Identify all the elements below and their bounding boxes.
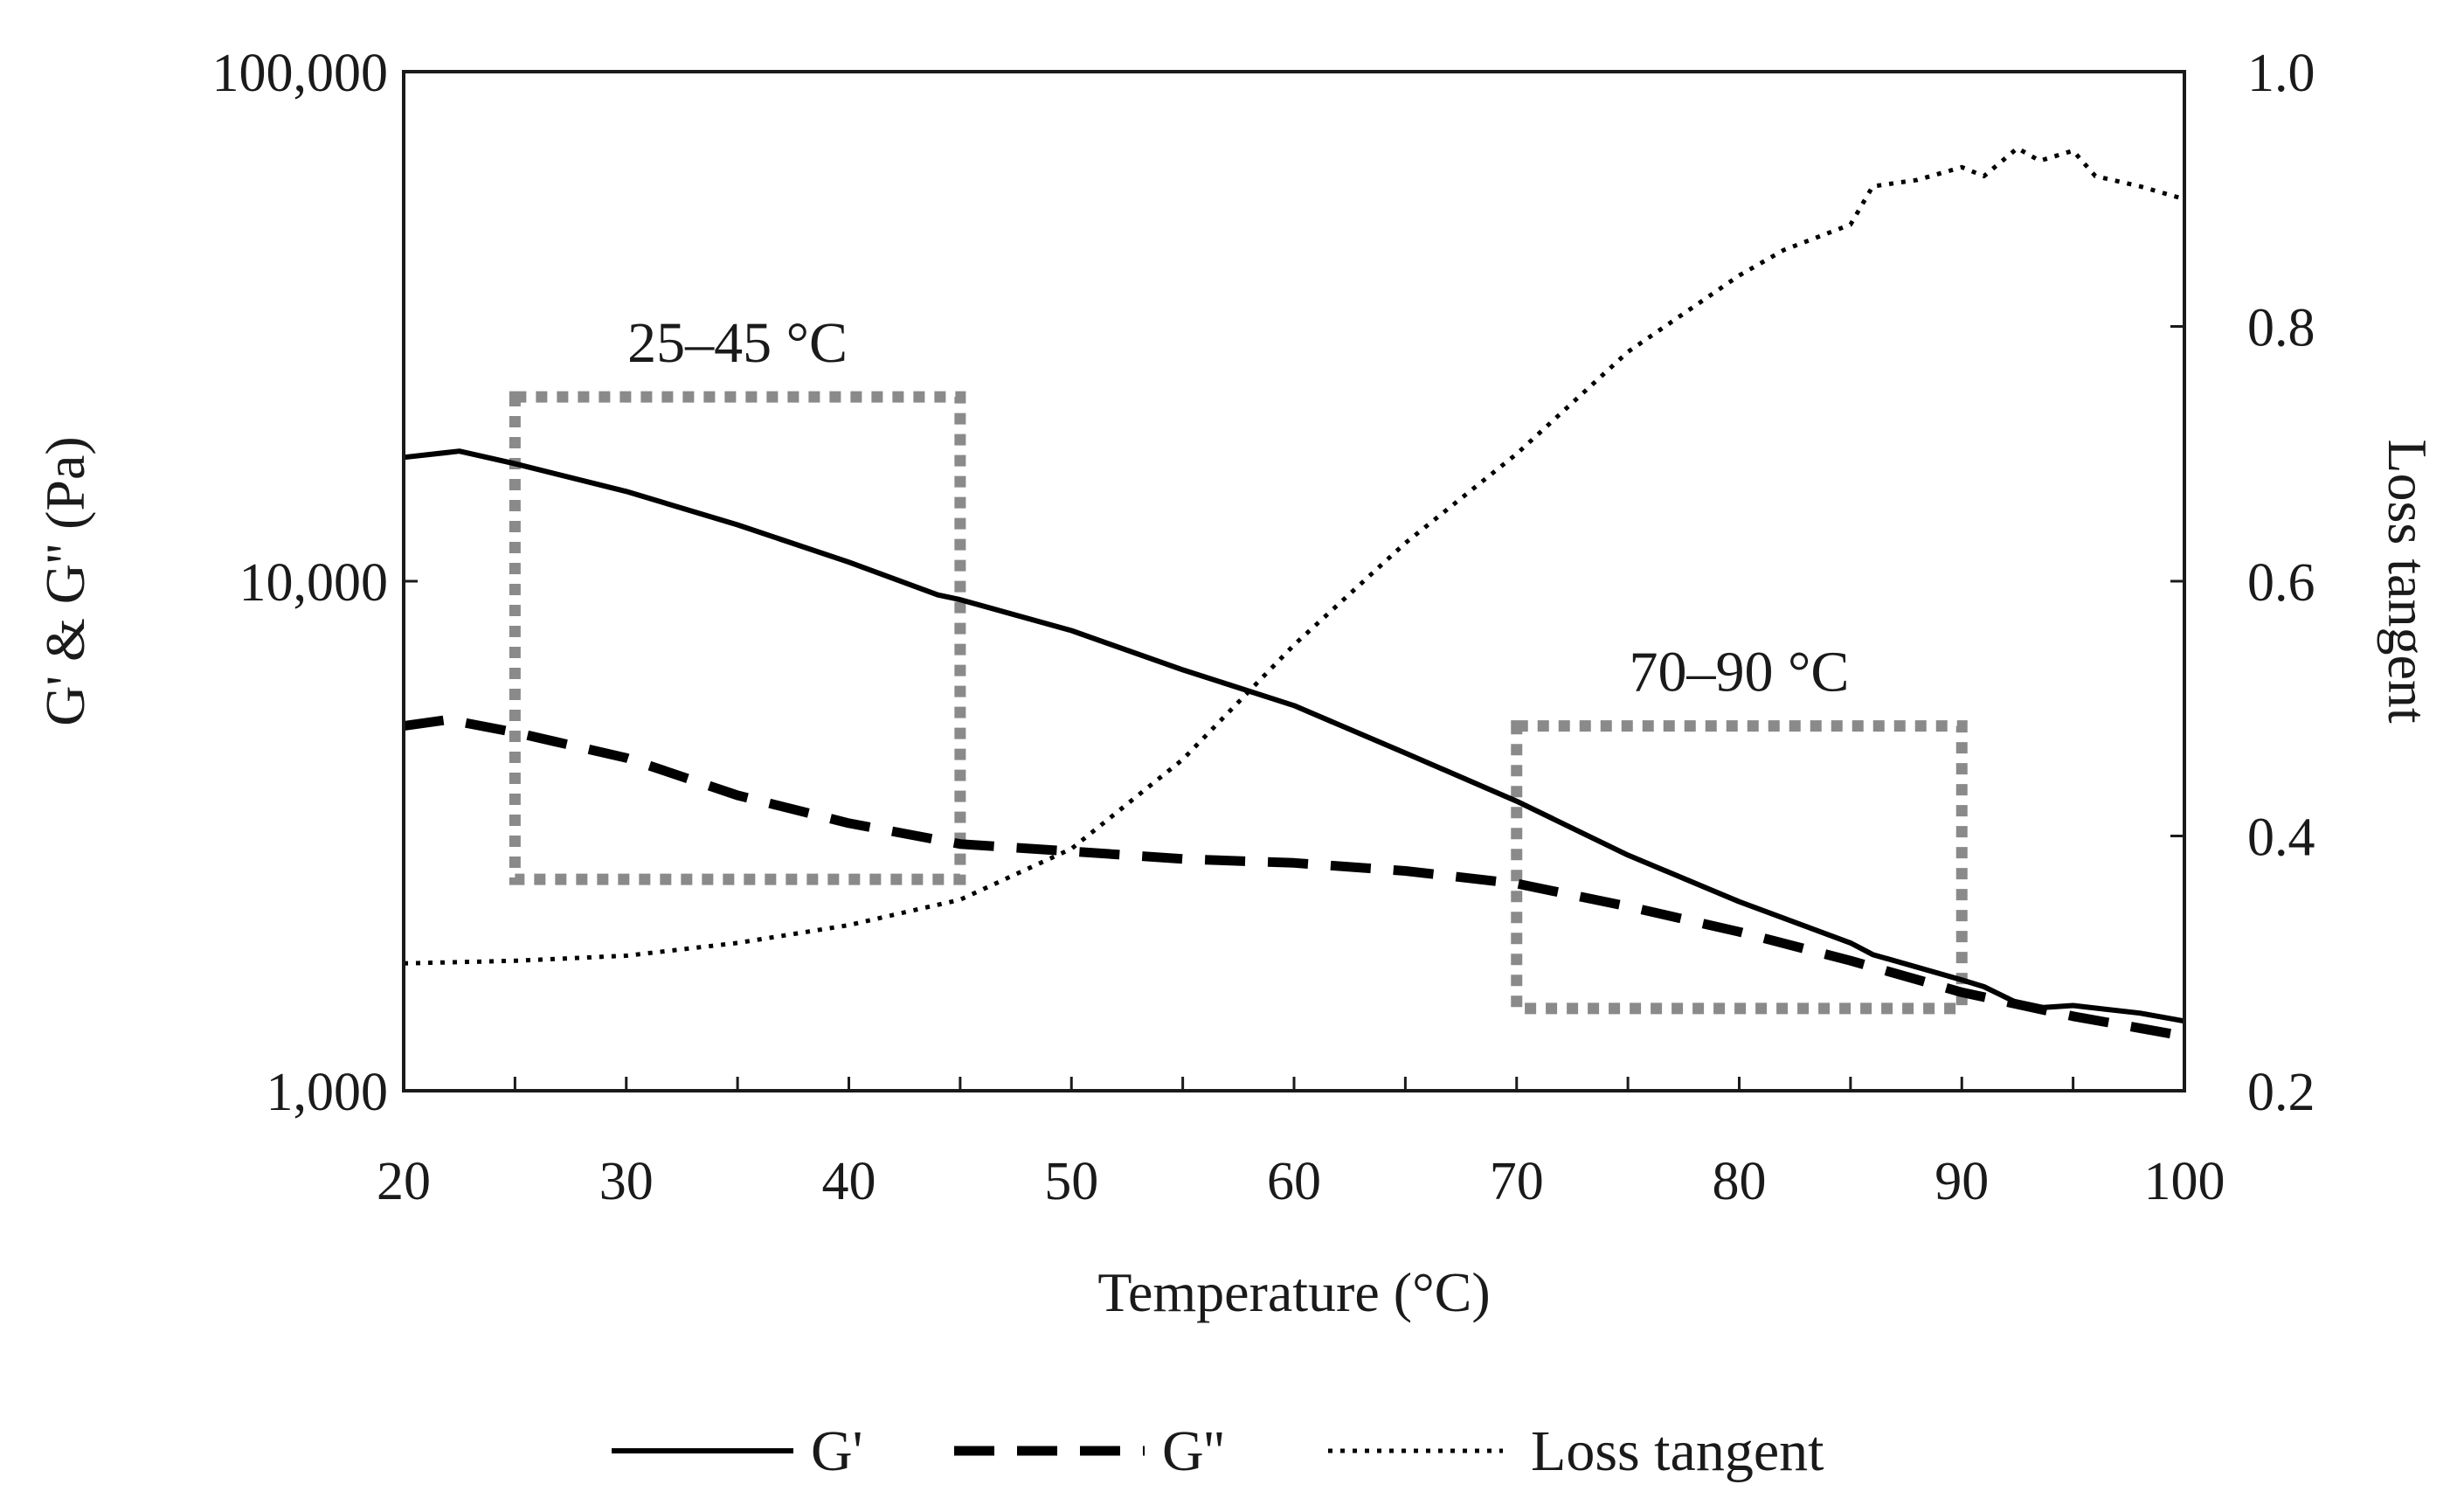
y-right-tick-label: 1.0 — [2247, 44, 2315, 103]
x-tick-label: 90 — [1935, 1152, 1989, 1211]
x-tick-label: 30 — [599, 1152, 654, 1211]
y-right-tick-label: 0.4 — [2247, 808, 2315, 868]
x-tick-label: 80 — [1713, 1152, 1767, 1211]
x-tick-label: 60 — [1267, 1152, 1321, 1211]
y-left-axis-title: G' & G'' (Pa) — [34, 436, 96, 725]
annotation-box — [509, 391, 966, 885]
y-right-axis-title: Loss tangent — [2377, 439, 2439, 724]
x-tick-label: 40 — [822, 1152, 876, 1211]
legend: G' G'' Loss tangent — [612, 1419, 1824, 1483]
y-left-tick-label: 100,000 — [212, 44, 389, 103]
labels-layer: 20 30 40 50 60 70 80 90 100 1,000 10,000 100,000 0.2… — [34, 44, 2439, 1323]
y-right-tick-label: 0.6 — [2247, 553, 2315, 613]
legend-label: G'' — [1162, 1419, 1224, 1483]
annotation-label: 25–45 °C — [627, 311, 848, 375]
x-axis-title: Temperature (°C) — [1097, 1261, 1490, 1323]
series-line-loss-tangent — [403, 146, 2185, 966]
y-right-tick-label: 0.8 — [2247, 299, 2315, 358]
annotation-label: 70–90 °C — [1630, 641, 1850, 704]
axes-layer — [402, 70, 2186, 1092]
plot-frame — [402, 70, 2186, 1092]
y-right-tick-label: 0.2 — [2247, 1063, 2315, 1122]
y-left-tick-label: 1,000 — [266, 1063, 389, 1122]
series-line-g-double-prime — [403, 714, 2185, 1041]
y-left-tick-label: 10,000 — [239, 553, 389, 613]
x-tick-label: 50 — [1044, 1152, 1098, 1211]
legend-label: G' — [811, 1419, 863, 1483]
series-layer — [403, 146, 2185, 1041]
x-tick-label: 70 — [1490, 1152, 1544, 1211]
x-tick-label: 100 — [2144, 1152, 2225, 1211]
annotations-layer: 25–45 °C 70–90 °C — [509, 311, 1968, 1015]
legend-label: Loss tangent — [1531, 1419, 1824, 1483]
x-tick-label: 20 — [377, 1152, 431, 1211]
series-line-g-prime — [403, 448, 2185, 1024]
annotation-box — [1511, 720, 1968, 1015]
